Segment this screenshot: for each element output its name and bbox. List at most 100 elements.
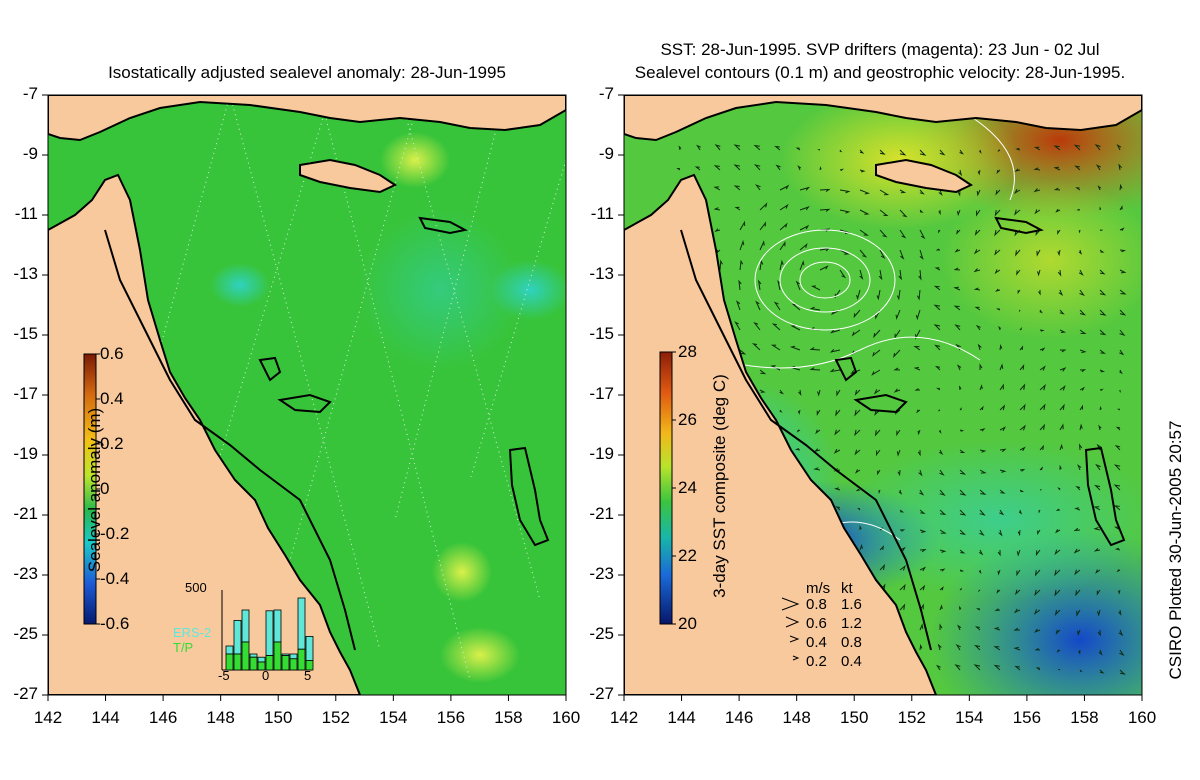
- y-tick-label: -7: [22, 84, 38, 103]
- velocity-arrow: [714, 144, 721, 151]
- velocity-arrow: [1078, 443, 1083, 451]
- velocity-arrow: [973, 287, 981, 291]
- velocity-arrow: [919, 584, 926, 591]
- histogram-bar-ers2: [265, 610, 274, 656]
- velocity-arrow: [1099, 309, 1107, 316]
- velocity-arrow: [755, 300, 761, 311]
- velocity-arrow: [995, 288, 1001, 292]
- velocity-arrow: [833, 468, 841, 472]
- velocity-arrow: [835, 409, 841, 417]
- sst-colorbar-tick-label: 20: [678, 614, 697, 633]
- velocity-arrow: [1094, 143, 1101, 151]
- velocity-arrow: [974, 229, 981, 236]
- velocity-arrow: [999, 426, 1006, 432]
- velocity-arrow: [694, 166, 701, 171]
- velocity-arrow: [754, 164, 761, 171]
- histogram-bar-tp: [257, 661, 266, 671]
- velocity-arrow: [1119, 289, 1127, 295]
- velocity-arrow: [979, 363, 983, 371]
- velocity-arrow: [816, 409, 821, 416]
- velocity-arrow: [993, 646, 1001, 651]
- velocity-arrow: [819, 247, 831, 252]
- sla-colorbar-tick-label: 0.6: [100, 344, 124, 363]
- velocity-arrow: [899, 249, 905, 260]
- x-tick-label: 152: [897, 708, 926, 727]
- velocity-arrow: [834, 289, 841, 299]
- velocity-arrow: [1057, 229, 1061, 235]
- land-new-guinea: [624, 95, 1142, 142]
- velocity-arrow: [879, 149, 886, 155]
- velocity-arrow: [1074, 165, 1081, 171]
- x-tick-label: 156: [1012, 708, 1042, 727]
- velocity-arrow: [1056, 649, 1061, 653]
- velocity-arrow: [939, 509, 947, 516]
- velocity-arrow: [799, 242, 808, 251]
- sst-map-title-line1: SST: 28-Jun-1995. SVP drifters (magenta)…: [660, 40, 1100, 59]
- velocity-arrow: [879, 545, 885, 551]
- y-tick-label: -9: [22, 144, 38, 163]
- velocity-arrow: [934, 344, 941, 351]
- x-tick-label: 148: [782, 708, 811, 727]
- velocity-arrow: [1118, 629, 1124, 637]
- sst-colorbar: [659, 351, 673, 625]
- velocity-arrow: [1118, 163, 1122, 171]
- velocity-arrow: [979, 509, 986, 516]
- velocity-arrow: [1034, 569, 1041, 577]
- velocity-arrow: [1073, 527, 1081, 532]
- velocity-arrow: [1054, 549, 1061, 556]
- credit-label: CSIRO Plotted 30-Jun-2005 20:57: [1166, 385, 1186, 715]
- velocity-arrow: [830, 329, 841, 334]
- velocity-arrow: [1119, 227, 1125, 231]
- velocity-arrow: [893, 349, 901, 359]
- land-australia: [48, 173, 362, 695]
- velocity-arrow: [937, 409, 941, 412]
- histogram-bar-tp: [273, 641, 282, 671]
- velocity-arrow: [994, 209, 1001, 217]
- sla-colorbar-tick-label: -0.4: [100, 569, 130, 588]
- velocity-arrow: [779, 184, 790, 191]
- velocity-arrow: [899, 149, 907, 156]
- velocity-arrow: [1116, 408, 1121, 411]
- velocity-arrow: [956, 229, 961, 235]
- velocity-arrow: [874, 429, 881, 437]
- velocity-arrow: [1119, 389, 1121, 393]
- velocity-arrow: [871, 369, 881, 376]
- velocity-arrow: [919, 566, 927, 572]
- velocity-arrow: [955, 643, 961, 651]
- velocity-arrow: [878, 269, 883, 281]
- velocity-arrow: [974, 306, 981, 311]
- velocity-arrow: [973, 664, 981, 671]
- velocity-arrow: [713, 165, 721, 171]
- velocity-arrow: [1019, 403, 1026, 411]
- velocity-arrow: [879, 563, 886, 571]
- velocity-arrow: [1095, 463, 1101, 471]
- velocity-arrow: [919, 249, 924, 260]
- velocity-arrow: [897, 469, 901, 477]
- x-tick-label: 152: [321, 708, 350, 727]
- velocity-arrow: [957, 209, 961, 217]
- velocity-arrow: [899, 529, 906, 532]
- velocity-arrow: [1034, 647, 1041, 651]
- velocity-arrow: [1053, 166, 1061, 171]
- velocity-legend-ms: 0.4: [806, 634, 827, 651]
- velocity-arrow: [878, 489, 881, 494]
- histogram-bar-ers2: [273, 609, 282, 643]
- velocity-arrow: [759, 389, 766, 393]
- velocity-arrow: [1018, 509, 1023, 515]
- velocity-arrow: [1059, 367, 1067, 372]
- velocity-arrow: [1078, 249, 1083, 255]
- histogram-bar-ers2: [249, 653, 258, 658]
- velocity-legend-kt: 1.2: [841, 615, 862, 632]
- velocity-arrow: [759, 369, 767, 375]
- island-rossel: [418, 216, 468, 235]
- velocity-arrow: [993, 664, 1001, 671]
- velocity-arrow: [829, 368, 841, 373]
- velocity-arrow: [753, 144, 761, 151]
- velocity-arrow: [1033, 188, 1041, 193]
- velocity-arrow: [833, 448, 841, 454]
- velocity-arrow: [896, 289, 901, 301]
- velocity-arrow: [1019, 489, 1025, 493]
- velocity-arrow: [733, 144, 741, 151]
- velocity-arrow: [954, 324, 961, 331]
